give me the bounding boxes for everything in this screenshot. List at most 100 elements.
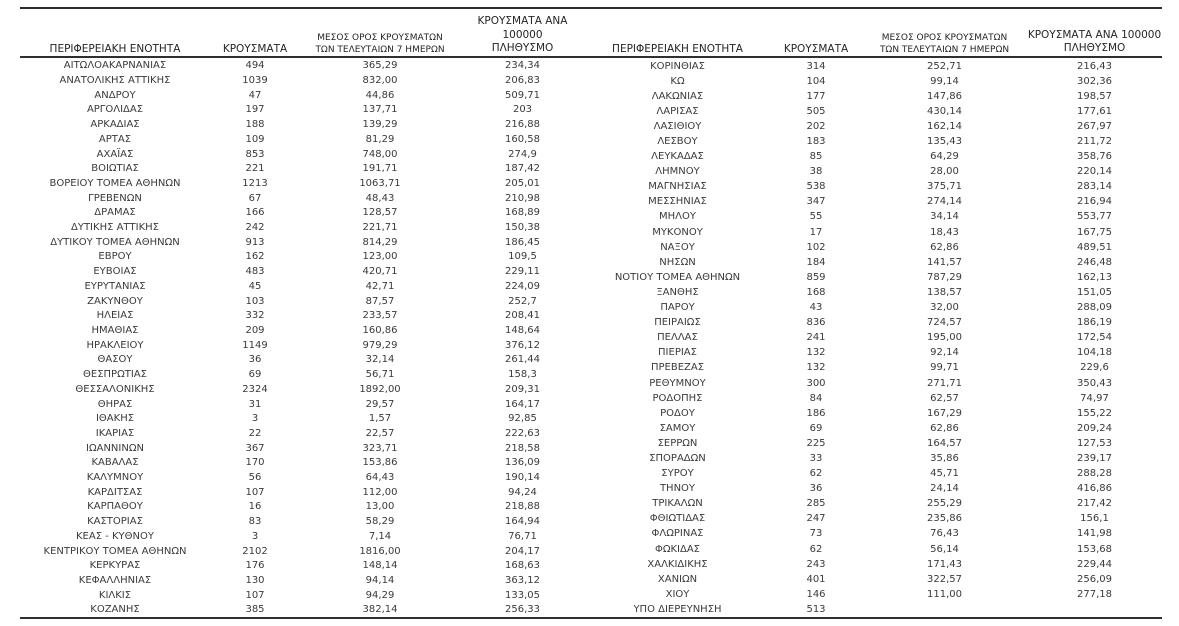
per100k-cell: 224,09	[505, 280, 540, 292]
table-row: ΛΕΥΚΑΔΑΣ 85 64,29 358,76	[585, 150, 1162, 165]
cases-cell: 83	[248, 516, 262, 528]
table-row: ΚΑΣΤΟΡΙΑΣ 83 58,29 164,94	[20, 515, 585, 530]
avg7-cell: 18,43	[930, 226, 959, 238]
per100k-cell: 141,98	[1077, 528, 1112, 540]
region-cell: ΚΕΦΑΛΛΗΝΙΑΣ	[78, 574, 152, 586]
region-cell: ΑΧΑΪΑΣ	[96, 148, 134, 160]
table-row: ΗΛΕΙΑΣ 332 233,57 208,41	[20, 309, 585, 324]
table-row: ΚΕΡΚΥΡΑΣ 176 148,14 168,63	[20, 559, 585, 574]
region-cell: ΣΕΡΡΩΝ	[657, 437, 698, 449]
region-cell: ΦΘΙΩΤΙΔΑΣ	[649, 513, 706, 525]
avg7-cell: 787,29	[927, 271, 962, 283]
per100k-cell: 267,97	[1077, 120, 1112, 132]
cases-cell: 243	[806, 558, 826, 570]
cases-cell: 538	[806, 181, 826, 193]
per100k-cell: 509,71	[505, 89, 540, 101]
avg7-cell: 1816,00	[359, 545, 401, 557]
table-row: ΖΑΚΥΝΘΟΥ 103 87,57 252,7	[20, 294, 585, 309]
cases-cell: 107	[245, 486, 265, 498]
avg7-cell: 1,57	[368, 413, 392, 425]
per100k-cell: 210,98	[505, 192, 540, 204]
cases-cell: 247	[806, 513, 826, 525]
per100k-cell: 229,11	[505, 266, 540, 278]
region-cell: ΧΙΟΥ	[665, 588, 690, 600]
region-cell: ΚΑΒΑΛΑΣ	[91, 457, 139, 469]
region-cell: ΛΕΥΚΑΔΑΣ	[651, 151, 704, 163]
cases-cell: 183	[806, 136, 826, 148]
cases-cell: 45	[248, 280, 262, 292]
avg7-cell: 92,14	[930, 347, 959, 359]
region-cell: ΤΗΝΟΥ	[659, 483, 696, 495]
header-avg7-line2: ΤΩΝ ΤΕΛΕΥΤΑΙΩΝ 7 ΗΜΕΡΩΝ	[879, 44, 1010, 55]
region-cell: ΚΙΛΚΙΣ	[98, 589, 132, 601]
avg7-cell: 44,86	[365, 89, 395, 101]
cases-cell: 132	[806, 347, 826, 359]
cases-cell: 73	[809, 528, 823, 540]
cases-cell: 177	[806, 90, 826, 102]
avg7-cell: 255,29	[927, 498, 962, 510]
per100k-cell: 209,31	[505, 383, 540, 395]
table-row: ΚΕΑΣ - ΚΥΘΝΟΥ 3 7,14 76,71	[20, 530, 585, 545]
cases-cell: 184	[806, 256, 826, 268]
per100k-cell: 302,36	[1077, 75, 1112, 87]
table-row: ΑΡΤΑΣ 109 81,29 160,58	[20, 133, 585, 148]
cases-cell: 2102	[242, 545, 268, 557]
avg7-cell: 42,71	[365, 280, 395, 292]
per100k-cell: 148,64	[505, 325, 540, 336]
avg7-cell: 29,57	[365, 398, 395, 410]
per100k-cell: 133,05	[505, 589, 540, 601]
region-cell: ΚΟΡΙΝΘΙΑΣ	[650, 60, 705, 72]
region-cell: ΛΑΚΩΝΙΑΣ	[651, 90, 704, 102]
table-row: ΚΑΡΠΑΘΟΥ 16 13,00 218,88	[20, 500, 585, 515]
table-row: ΕΥΡΥΤΑΝΙΑΣ 45 42,71 224,09	[20, 280, 585, 295]
avg7-cell: 32,00	[930, 302, 959, 314]
avg7-cell: 99,71	[930, 362, 959, 374]
cases-cell: 505	[806, 105, 826, 117]
cases-cell: 221	[245, 163, 265, 175]
region-cell: ΠΕΙΡΑΙΩΣ	[654, 317, 701, 329]
per100k-cell: 204,17	[505, 545, 540, 557]
avg7-cell: 274,14	[927, 196, 962, 208]
region-cell: ΕΥΒΟΙΑΣ	[93, 266, 137, 278]
avg7-cell: 420,71	[362, 266, 398, 278]
per100k-cell: 168,63	[505, 560, 540, 572]
per100k-cell: 277,18	[1077, 588, 1112, 600]
table-row: ΠΡΕΒΕΖΑΣ 132 99,71 229,6	[585, 361, 1162, 376]
cases-cell: 31	[248, 398, 262, 410]
region-cell: ΡΟΔΟΥ	[660, 407, 695, 419]
region-cell: ΒΟΙΩΤΙΑΣ	[91, 163, 139, 175]
header-avg7: ΜΕΣΟΣ ΟΡΟΣ ΚΡΟΥΣΜΑΤΩΝ ΤΩΝ ΤΕΛΕΥΤΑΙΩΝ 7 ΗΜ…	[862, 10, 1027, 59]
region-cell: ΒΟΡΕΙΟΥ ΤΟΜΕΑ ΑΘΗΝΩΝ	[49, 177, 181, 189]
region-cell: ΗΡΑΚΛΕΙΟΥ	[86, 339, 144, 351]
region-cell: ΚΑΛΥΜΝΟΥ	[86, 472, 144, 484]
avg7-cell: 87,57	[365, 295, 395, 307]
table-row: ΛΕΣΒΟΥ 183 135,43 211,72	[585, 134, 1162, 149]
region-cell: ΚΑΡΔΙΤΣΑΣ	[87, 486, 143, 498]
cases-cell: 1213	[242, 177, 268, 189]
cases-cell: 69	[248, 369, 262, 381]
avg7-cell: 171,43	[927, 558, 962, 570]
cases-cell: 38	[809, 166, 823, 178]
region-cell: ΛΑΡΙΣΑΣ	[656, 105, 699, 117]
table-row: ΘΕΣΣΑΛΟΝΙΚΗΣ 2324 1892,00 209,31	[20, 382, 585, 397]
table-row: ΦΩΚΙΔΑΣ 62 56,14 153,68	[585, 542, 1162, 557]
cases-cell: 16	[248, 501, 262, 513]
region-cell: ΚΕΝΤΡΙΚΟΥ ΤΟΜΕΑ ΑΘΗΝΩΝ	[43, 545, 187, 557]
per100k-cell: 218,58	[505, 442, 540, 454]
avg7-cell: 323,71	[362, 442, 398, 454]
per100k-cell: 136,09	[505, 457, 540, 469]
region-cell: ΘΕΣΣΑΛΟΝΙΚΗΣ	[75, 383, 155, 395]
per100k-cell: 256,33	[505, 604, 540, 616]
avg7-cell: 235,86	[927, 513, 962, 525]
table-row: ΜΑΓΝΗΣΙΑΣ 538 375,71 283,14	[585, 180, 1162, 195]
cases-cell: 3	[251, 530, 259, 542]
cases-cell: 176	[245, 560, 265, 572]
region-cell: ΑΡΤΑΣ	[98, 133, 132, 145]
cases-cell: 186	[806, 407, 826, 419]
cases-cell: 36	[809, 483, 823, 495]
cases-cell: 102	[806, 241, 826, 253]
table-row: ΠΕΛΛΑΣ 241 195,00 172,54	[585, 331, 1162, 346]
per100k-cell: 177,61	[1077, 105, 1112, 117]
avg7-cell: 375,71	[927, 181, 962, 193]
